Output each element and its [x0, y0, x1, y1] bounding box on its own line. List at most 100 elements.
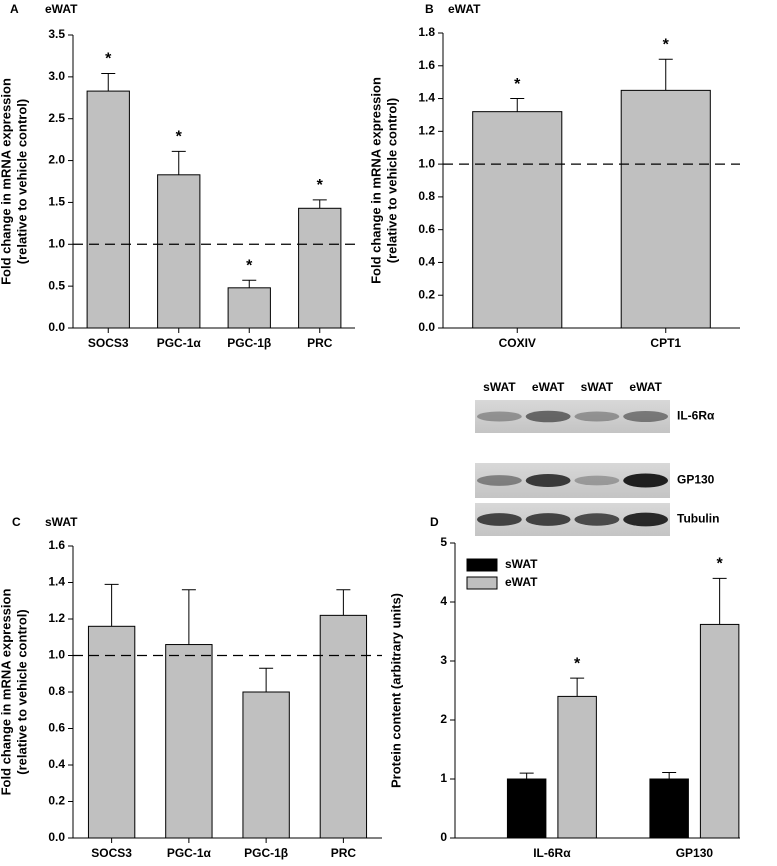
significance: *	[574, 655, 581, 672]
blot-band	[476, 411, 522, 422]
legend-label: sWAT	[505, 557, 538, 571]
error-bar	[510, 98, 525, 112]
y-tick-label: 0.4	[418, 255, 435, 269]
blot-strip	[475, 400, 670, 433]
x-tick-label: PRC	[331, 846, 357, 860]
y-tick-label: 4	[440, 594, 447, 608]
error-bar	[171, 150, 186, 175]
x-tick-label: PRC	[307, 336, 333, 350]
significance: *	[717, 556, 724, 573]
x-tick-label: GP130	[676, 846, 714, 860]
bar	[649, 778, 689, 839]
significance: *	[663, 36, 670, 53]
blot-band	[476, 475, 522, 486]
error-bar	[104, 583, 119, 627]
y-tick-label: 5	[440, 535, 447, 549]
bar	[699, 623, 740, 839]
y-axis-label: (relative to vehicle control)	[384, 98, 399, 263]
error-bar	[336, 589, 351, 616]
y-tick-label: 1.0	[48, 236, 65, 250]
blot-band	[574, 513, 620, 526]
y-tick-label: 1.5	[48, 195, 65, 209]
bar	[506, 778, 547, 839]
significance: *	[105, 51, 112, 68]
x-tick-label: PGC-1α	[167, 846, 212, 860]
y-axis-label: Protein content (arbitrary units)	[388, 593, 403, 788]
y-axis-label: (relative to vehicle control)	[14, 99, 29, 264]
significance: *	[514, 76, 521, 93]
y-tick-label: 2.0	[48, 153, 65, 167]
y-tick-label: 2	[440, 712, 447, 726]
error-bar	[312, 199, 327, 209]
error-bar	[519, 772, 534, 779]
y-tick-label: 1.2	[48, 611, 65, 625]
blot-lane-label: sWAT	[581, 380, 614, 394]
y-tick-label: 1.8	[418, 25, 435, 39]
bar	[242, 691, 290, 839]
y-tick-label: 0.6	[418, 222, 435, 236]
blot-lane-label: eWAT	[532, 380, 565, 394]
y-tick-label: 1.0	[48, 648, 65, 662]
error-bar	[662, 772, 677, 779]
y-tick-label: 1	[440, 771, 447, 785]
error-bar	[101, 73, 116, 92]
x-tick-label: PGC-1α	[157, 336, 202, 350]
x-tick-label: CPT1	[650, 336, 681, 350]
y-tick-label: 2.5	[48, 111, 65, 125]
y-tick-label: 1.4	[48, 575, 65, 589]
y-tick-label: 1.0	[418, 156, 435, 170]
blot-band	[525, 473, 571, 488]
y-tick-label: 1.2	[418, 124, 435, 138]
blot-band	[525, 410, 571, 423]
x-tick-label: PGC-1β	[227, 336, 271, 350]
legend-label: eWAT	[505, 575, 538, 589]
y-tick-label: 0.8	[418, 189, 435, 203]
y-tick-label: 3.0	[48, 69, 65, 83]
blot-band	[574, 411, 620, 422]
y-tick-label: 0.0	[48, 830, 65, 844]
y-tick-label: 0.2	[418, 287, 435, 301]
blot-band	[623, 411, 669, 422]
bar	[157, 174, 201, 329]
error-bar	[181, 589, 196, 645]
y-tick-label: 0	[440, 830, 447, 844]
blot-band	[574, 475, 620, 486]
significance: *	[246, 258, 253, 275]
y-tick-label: 3.5	[48, 27, 65, 41]
y-axis-label: (relative to vehicle control)	[14, 609, 29, 774]
blot-lane-label: sWAT	[483, 380, 516, 394]
blot-row-label: IL-6Rα	[677, 409, 715, 423]
panel-title: sWAT	[45, 515, 78, 529]
bar	[86, 90, 130, 329]
error-bar	[259, 667, 274, 692]
bar	[165, 644, 213, 839]
error-bar	[242, 279, 257, 288]
bar	[298, 207, 342, 329]
y-tick-label: 3	[440, 653, 447, 667]
y-axis-label: Fold change in mRNA expression	[0, 589, 13, 796]
blot-row-label: Tubulin	[677, 512, 719, 526]
bar	[472, 111, 563, 329]
panel-label: A	[10, 2, 19, 16]
y-axis-label: Fold change in mRNA expression	[368, 77, 383, 284]
error-bar	[658, 58, 673, 91]
y-tick-label: 0.0	[48, 320, 65, 334]
bar	[227, 287, 271, 329]
blot-row-label: GP130	[677, 473, 715, 487]
panel-title: eWAT	[448, 2, 481, 16]
blot-band	[623, 473, 669, 488]
y-tick-label: 1.6	[48, 538, 65, 552]
bar	[620, 89, 711, 329]
y-tick-label: 0.4	[48, 757, 65, 771]
y-tick-label: 0.8	[48, 684, 65, 698]
blot-band	[525, 513, 571, 526]
y-tick-label: 1.4	[418, 91, 435, 105]
bar	[319, 614, 368, 839]
panel-label: C	[12, 515, 21, 529]
significance: *	[176, 129, 183, 146]
x-tick-label: COXIV	[499, 336, 536, 350]
error-bar	[570, 677, 585, 697]
blot-band	[623, 512, 669, 527]
